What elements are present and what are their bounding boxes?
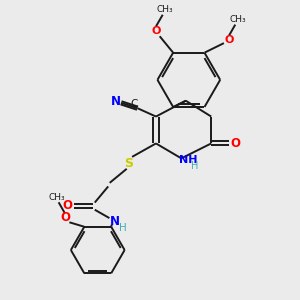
Text: S: S [124, 157, 134, 170]
Text: H: H [191, 161, 199, 171]
Text: CH₃: CH₃ [229, 15, 246, 24]
Text: O: O [62, 199, 72, 212]
Text: H: H [119, 223, 127, 232]
Text: O: O [60, 211, 70, 224]
Text: CH₃: CH₃ [48, 193, 65, 202]
Text: O: O [224, 35, 234, 45]
Text: C: C [130, 99, 137, 109]
Text: O: O [151, 26, 160, 36]
Text: NH: NH [179, 154, 197, 165]
Text: O: O [231, 137, 241, 150]
Text: N: N [110, 214, 120, 228]
Text: N: N [111, 95, 121, 108]
Text: CH₃: CH₃ [157, 5, 173, 14]
